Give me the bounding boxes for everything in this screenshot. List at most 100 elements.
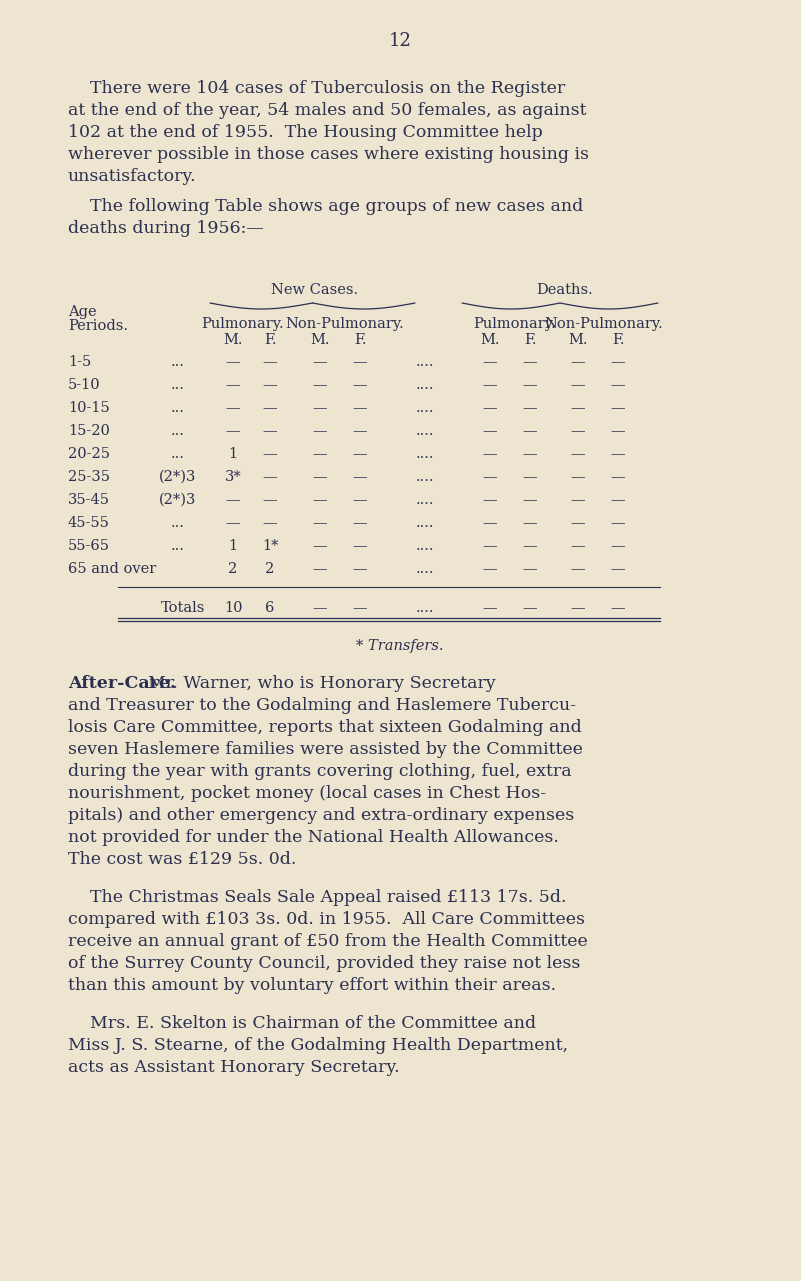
Text: —: — [312,447,328,461]
Text: The Christmas Seals Sale Appeal raised £113 17s. 5d.: The Christmas Seals Sale Appeal raised £… [68,889,566,906]
Text: —: — [483,562,497,576]
Text: —: — [226,493,240,507]
Text: —: — [263,447,277,461]
Text: 10-15: 10-15 [68,401,110,415]
Text: —: — [610,539,626,553]
Text: —: — [352,516,368,530]
Text: pitals) and other emergency and extra-ordinary expenses: pitals) and other emergency and extra-or… [68,807,574,824]
Text: at the end of the year, 54 males and 50 females, as against: at the end of the year, 54 males and 50 … [68,102,586,119]
Text: —: — [523,601,537,615]
Text: 35-45: 35-45 [68,493,110,507]
Text: not provided for under the National Health Allowances.: not provided for under the National Heal… [68,829,559,845]
Text: —: — [352,470,368,484]
Text: —: — [312,539,328,553]
Text: —: — [570,493,586,507]
Text: —: — [226,424,240,438]
Text: Periods.: Periods. [68,319,128,333]
Text: —: — [610,470,626,484]
Text: 15-20: 15-20 [68,424,110,438]
Text: After-Care.: After-Care. [68,675,176,692]
Text: The cost was £129 5s. 0d.: The cost was £129 5s. 0d. [68,851,296,869]
Text: —: — [483,401,497,415]
Text: —: — [263,516,277,530]
Text: Totals: Totals [161,601,205,615]
Text: —: — [483,378,497,392]
Text: ....: .... [416,401,434,415]
Text: seven Haslemere families were assisted by the Committee: seven Haslemere families were assisted b… [68,740,583,758]
Text: —: — [483,355,497,369]
Text: —: — [523,470,537,484]
Text: and Treasurer to the Godalming and Haslemere Tubercu-: and Treasurer to the Godalming and Hasle… [68,697,576,714]
Text: —: — [312,424,328,438]
Text: —: — [523,447,537,461]
Text: —: — [523,493,537,507]
Text: 20-25: 20-25 [68,447,110,461]
Text: —: — [483,516,497,530]
Text: —: — [483,601,497,615]
Text: wherever possible in those cases where existing housing is: wherever possible in those cases where e… [68,146,589,163]
Text: 2: 2 [265,562,275,576]
Text: —: — [352,562,368,576]
Text: —: — [610,516,626,530]
Text: —: — [523,401,537,415]
Text: The following Table shows age groups of new cases and: The following Table shows age groups of … [68,199,583,215]
Text: —: — [570,378,586,392]
Text: during the year with grants covering clothing, fuel, extra: during the year with grants covering clo… [68,763,572,780]
Text: Mrs. E. Skelton is Chairman of the Committee and: Mrs. E. Skelton is Chairman of the Commi… [68,1015,536,1032]
Text: —: — [610,562,626,576]
Text: —: — [263,378,277,392]
Text: —: — [523,539,537,553]
Text: —: — [610,447,626,461]
Text: ....: .... [416,539,434,553]
Text: 1-5: 1-5 [68,355,91,369]
Text: —: — [312,493,328,507]
Text: —: — [483,493,497,507]
Text: ....: .... [416,516,434,530]
Text: —: — [570,562,586,576]
Text: —: — [263,355,277,369]
Text: ...: ... [171,355,185,369]
Text: —: — [610,355,626,369]
Text: receive an annual grant of £50 from the Health Committee: receive an annual grant of £50 from the … [68,933,588,951]
Text: of the Surrey County Council, provided they raise not less: of the Surrey County Council, provided t… [68,956,581,972]
Text: F.: F. [524,333,536,347]
Text: —: — [523,562,537,576]
Text: Non-Pulmonary.: Non-Pulmonary. [286,316,405,330]
Text: ....: .... [416,378,434,392]
Text: —: — [352,355,368,369]
Text: —: — [226,378,240,392]
Text: Pulmonary.: Pulmonary. [473,316,557,330]
Text: —: — [610,378,626,392]
Text: 1: 1 [228,539,238,553]
Text: —: — [610,424,626,438]
Text: ....: .... [416,470,434,484]
Text: —: — [483,447,497,461]
Text: —: — [352,424,368,438]
Text: —: — [610,493,626,507]
Text: —: — [523,378,537,392]
Text: —: — [570,447,586,461]
Text: —: — [610,401,626,415]
Text: ....: .... [416,493,434,507]
Text: * Transfers.: * Transfers. [356,639,444,653]
Text: —: — [263,424,277,438]
Text: unsatisfactory.: unsatisfactory. [68,168,196,184]
Text: 3*: 3* [224,470,241,484]
Text: —: — [483,424,497,438]
Text: ....: .... [416,562,434,576]
Text: 1*: 1* [262,539,278,553]
Text: —: — [570,539,586,553]
Text: —: — [570,401,586,415]
Text: losis Care Committee, reports that sixteen Godalming and: losis Care Committee, reports that sixte… [68,719,582,737]
Text: —: — [570,424,586,438]
Text: 6: 6 [265,601,275,615]
Text: —: — [610,601,626,615]
Text: deaths during 1956:—: deaths during 1956:— [68,220,264,237]
Text: (2*)3: (2*)3 [159,470,197,484]
Text: than this amount by voluntary effort within their areas.: than this amount by voluntary effort wit… [68,977,556,994]
Text: —: — [312,601,328,615]
Text: —: — [352,539,368,553]
Text: ....: .... [416,424,434,438]
Text: M.: M. [481,333,500,347]
Text: Miss J. S. Stearne, of the Godalming Health Department,: Miss J. S. Stearne, of the Godalming Hea… [68,1038,568,1054]
